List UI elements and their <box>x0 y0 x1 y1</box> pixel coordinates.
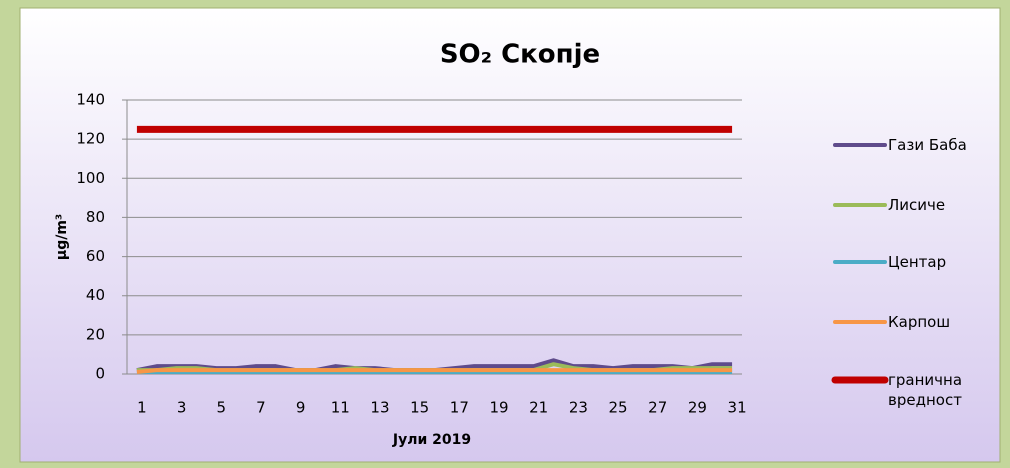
x-axis-label: Јули 2019 <box>392 432 471 448</box>
y-tick-label: 40 <box>86 286 105 304</box>
y-tick-label: 140 <box>76 91 105 109</box>
legend-label: Гази Баба <box>888 136 967 154</box>
x-tick-label: 29 <box>688 399 707 417</box>
y-tick-label: 0 <box>95 365 105 383</box>
x-tick-label: 11 <box>331 399 350 417</box>
y-tick-label: 100 <box>76 169 105 187</box>
y-tick-label: 120 <box>76 130 105 148</box>
x-tick-label: 7 <box>256 399 266 417</box>
y-tick-label: 60 <box>86 247 105 265</box>
x-tick-label: 27 <box>648 399 667 417</box>
y-tick-label: 20 <box>86 325 105 343</box>
legend-label: гранична вредност <box>888 371 963 409</box>
legend-label: Центар <box>888 253 947 271</box>
x-tick-label: 19 <box>489 399 508 417</box>
x-tick-label: 15 <box>410 399 429 417</box>
legend-label: Карпош <box>888 313 951 331</box>
x-tick-label: 21 <box>529 399 548 417</box>
y-tick-label: 80 <box>86 208 105 226</box>
series-line <box>136 368 733 375</box>
x-tick-label: 31 <box>728 399 747 417</box>
x-tick-label: 25 <box>609 399 628 417</box>
y-axis-label: μg/m³ <box>54 214 70 260</box>
chart-area <box>19 7 1001 463</box>
legend-label: Лисиче <box>888 196 946 214</box>
x-tick-label: 5 <box>217 399 227 417</box>
x-tick-label: 1 <box>137 399 147 417</box>
x-tick-label: 9 <box>296 399 306 417</box>
x-tick-label: 3 <box>177 399 187 417</box>
chart-title: SO₂ Скопје <box>440 40 600 70</box>
x-tick-label: 23 <box>569 399 588 417</box>
x-tick-label: 17 <box>450 399 469 417</box>
x-tick-label: 13 <box>370 399 389 417</box>
